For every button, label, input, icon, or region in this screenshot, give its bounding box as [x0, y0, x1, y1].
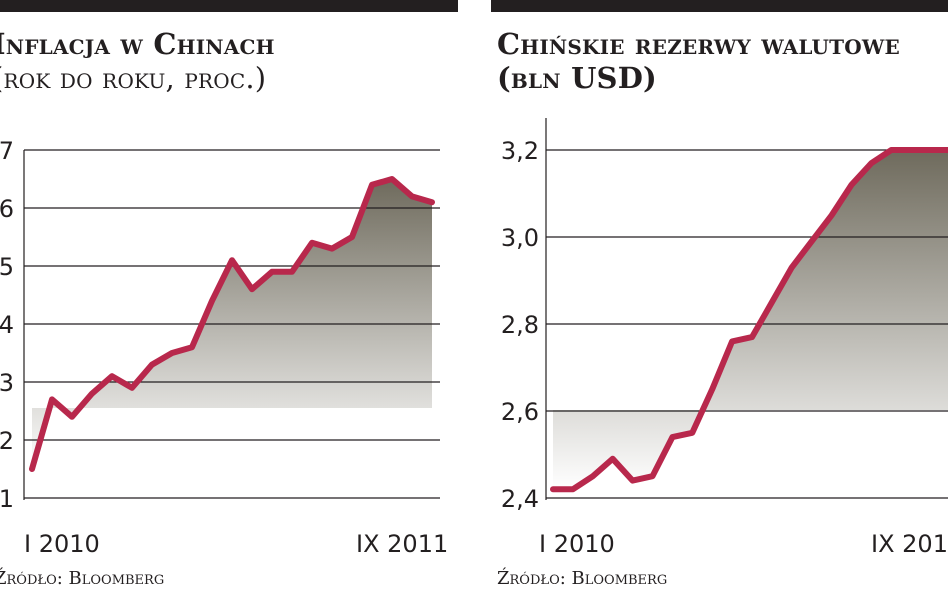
chart-subtitle: (bln USD) — [497, 61, 657, 95]
y-tick-label: 7 — [0, 137, 14, 165]
data-point — [689, 430, 695, 436]
data-point — [409, 193, 415, 199]
data-point — [69, 414, 75, 420]
reserves-chart: 2,4 2,6 2,8 3,0 3,2 I 2010 IX 2011 — [501, 118, 948, 558]
y-tick-label: 3,0 — [501, 224, 539, 252]
data-point — [349, 234, 355, 240]
data-point — [590, 473, 596, 479]
data-point — [868, 160, 874, 166]
data-point — [189, 344, 195, 350]
data-point — [749, 334, 755, 340]
data-point — [669, 434, 675, 440]
data-point — [789, 264, 795, 270]
data-point — [369, 182, 375, 188]
data-point — [928, 147, 934, 153]
y-tick-label: 1 — [0, 485, 14, 513]
data-point — [329, 246, 335, 252]
data-point — [289, 269, 295, 275]
chart-title: Inflacja w Chinach — [0, 27, 275, 61]
chart-subtitle: (rok do roku, proc.) — [0, 61, 267, 95]
panel-top-bar — [0, 0, 458, 12]
y-tick-label: 2 — [0, 427, 14, 455]
series-line — [550, 147, 948, 493]
x-tick-label: I 2010 — [539, 530, 615, 558]
data-point — [630, 478, 636, 484]
y-tick-label: 2,8 — [501, 311, 539, 339]
data-point — [610, 456, 616, 462]
data-point — [570, 486, 576, 492]
data-point — [809, 238, 815, 244]
data-point — [550, 486, 556, 492]
y-tick-label: 2,6 — [501, 398, 539, 426]
reserves-chart-panel: Chińskie rezerwy walutowe (bln USD) 2,4 2… — [491, 0, 948, 593]
x-tick-label: I 2010 — [24, 530, 100, 558]
y-tick-label: 3 — [0, 369, 14, 397]
data-point — [109, 373, 115, 379]
y-tick-label: 4 — [0, 311, 14, 339]
x-tick-label: IX 2011 — [871, 530, 948, 558]
data-point — [29, 466, 35, 472]
data-point — [149, 362, 155, 368]
area-fill — [553, 150, 948, 490]
data-point — [49, 396, 55, 402]
data-point — [209, 298, 215, 304]
data-point — [89, 391, 95, 397]
y-tick-label: 3,2 — [501, 137, 539, 165]
chart-source: Źródło: Bloomberg — [497, 568, 668, 589]
data-point — [309, 240, 315, 246]
chart-source: Źródło: Bloomberg — [0, 568, 165, 589]
data-point — [249, 286, 255, 292]
panel-top-bar — [491, 0, 948, 12]
data-point — [429, 199, 435, 205]
data-point — [709, 386, 715, 392]
inflation-chart: 1 2 3 4 5 6 7 I 2010 IX 2011 — [0, 137, 448, 558]
y-tick-label: 2,4 — [501, 485, 539, 513]
data-point — [849, 182, 855, 188]
data-point — [129, 385, 135, 391]
y-tick-label: 6 — [0, 195, 14, 223]
data-point — [389, 176, 395, 182]
data-point — [650, 473, 656, 479]
data-point — [729, 338, 735, 344]
data-point — [269, 269, 275, 275]
x-tick-label: IX 2011 — [356, 530, 448, 558]
chart-title: Chińskie rezerwy walutowe — [497, 27, 900, 61]
data-point — [169, 350, 175, 356]
data-point — [908, 147, 914, 153]
data-point — [229, 257, 235, 263]
data-point — [829, 212, 835, 218]
inflation-chart-panel: Inflacja w Chinach (rok do roku, proc.) … — [0, 0, 458, 593]
y-tick-label: 5 — [0, 253, 14, 281]
data-point — [769, 299, 775, 305]
data-point — [888, 147, 894, 153]
series-line — [29, 176, 435, 472]
